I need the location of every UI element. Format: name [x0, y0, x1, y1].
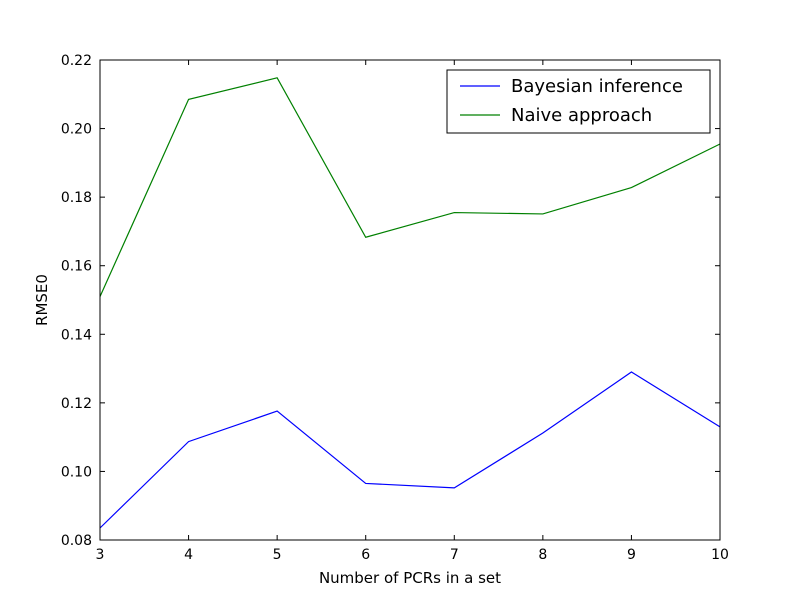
y-tick-label: 0.18: [61, 190, 92, 206]
legend-label-naive: Naive approach: [511, 105, 652, 126]
y-tick-label: 0.10: [61, 464, 92, 480]
legend-frame: [446, 69, 711, 134]
x-axis-label: Number of PCRs in a set: [319, 569, 501, 587]
x-tick-label: 3: [96, 547, 105, 563]
x-tick-label: 6: [361, 547, 370, 563]
series-line-bayesian: [99, 371, 721, 529]
legend: Bayesian inference Naive approach: [446, 69, 711, 134]
y-tick-label: 0.16: [61, 259, 92, 275]
series-lines: [99, 77, 721, 529]
plot-frame: [99, 59, 721, 541]
x-tick-label: 5: [273, 547, 282, 563]
axis-ticks: 3 4 5 6 7 8 9 10 0.08 0.10 0.12 0.14 0.16 0.18 0.20 0.2…: [61, 53, 729, 563]
series-line-naive: [99, 77, 721, 297]
y-tick-label: 0.20: [61, 122, 92, 138]
y-axis-label: RMSE0: [33, 274, 51, 326]
y-tick-label: 0.12: [61, 396, 92, 412]
x-tick-label: 10: [711, 547, 729, 563]
x-tick-label: 9: [627, 547, 636, 563]
legend-label-bayesian: Bayesian inference: [511, 76, 683, 97]
x-tick-label: 7: [450, 547, 459, 563]
y-tick-label: 0.08: [61, 533, 92, 549]
x-tick-label: 4: [184, 547, 193, 563]
x-tick-label: 8: [538, 547, 547, 563]
y-tick-label: 0.22: [61, 53, 92, 69]
y-tick-label: 0.14: [61, 327, 92, 343]
